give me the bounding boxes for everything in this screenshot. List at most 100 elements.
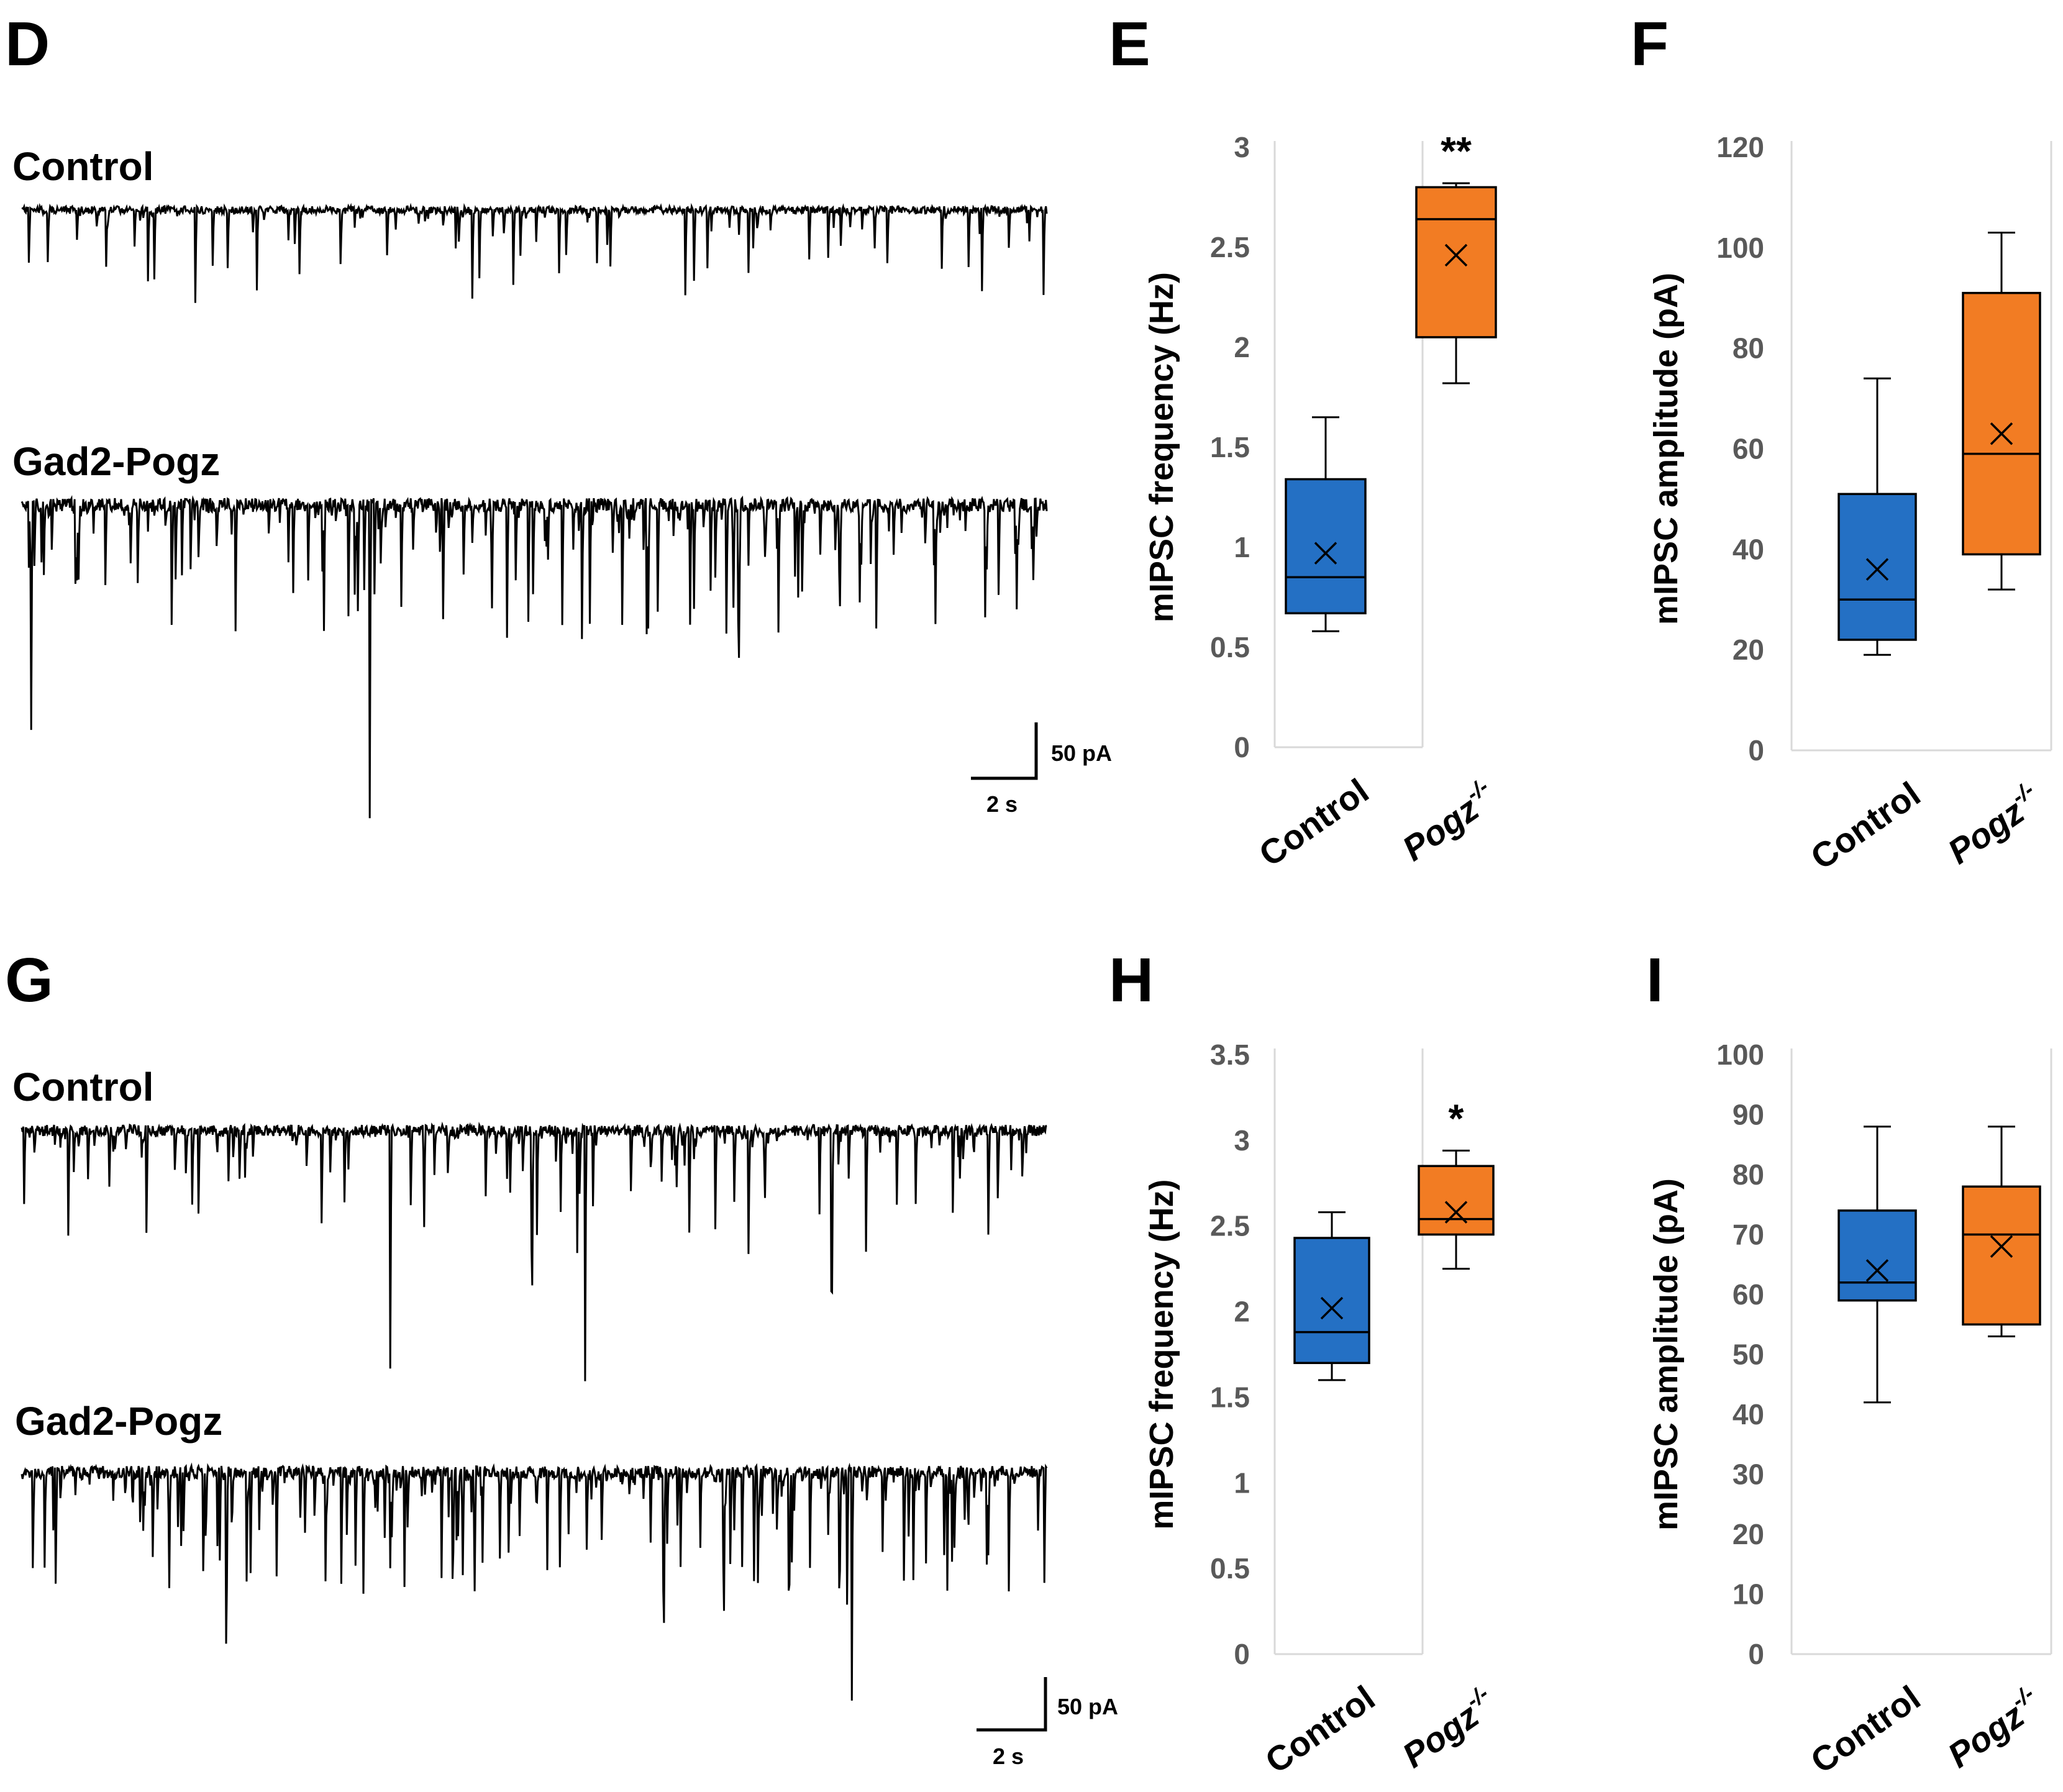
y-tick-label-f: 80: [1733, 332, 1764, 365]
y-tick-label-f: 100: [1716, 232, 1764, 264]
y-tick-label-h: 2: [1234, 1296, 1250, 1328]
category-label-h: Pogz-/-: [1393, 1680, 1503, 1775]
box-iqr: [1962, 1185, 2041, 1326]
mean-marker: [1990, 422, 2013, 445]
panel-letter-f: F: [1631, 9, 1669, 79]
y-axis-label-i: mIPSC amplitude (pA): [1647, 1178, 1685, 1530]
chart-f: F 0 20 40 60 80 100 120 mIPSC amplitude (pA) Con…: [1631, 9, 2052, 877]
trace-d-gad2-pogz: [20, 494, 1048, 819]
category-label-h: Control: [1258, 1678, 1382, 1781]
y-tick-label-e: 0.5: [1210, 631, 1250, 663]
chart-e: E 0 0.5 1 1.5 2 2.5 3 mIPSC frequency (Hz) Contr…: [1109, 9, 1503, 874]
category-label-f: Pogz-/-: [1939, 776, 2049, 871]
y-tick-label-i: 100: [1716, 1039, 1764, 1071]
box-iqr: [1415, 186, 1497, 339]
y-tick-label-h: 3: [1234, 1124, 1250, 1157]
scale-bar-d-x-label: 2 s: [986, 791, 1018, 817]
category-label-e: Pogz-/-: [1393, 773, 1503, 868]
y-tick-label-e: 3: [1234, 131, 1250, 163]
significance-marker-h: *: [1449, 1096, 1464, 1140]
trace-g-control: [20, 1121, 1047, 1381]
category-label-i: Pogz-/-: [1939, 1680, 2049, 1775]
box-iqr: [1838, 493, 1917, 641]
trace-label-g-gad2-pogz: Gad2-Pogz: [15, 1399, 222, 1444]
box-h-pogz: [1418, 1149, 1495, 1270]
y-tick-label-e: 0: [1234, 731, 1250, 763]
chart-h: H 0 0.5 1 1.5 2 2.5 3 3.5 mIPSC frequency (Hz) Co…: [1109, 945, 1503, 1781]
y-tick-label-i: 60: [1733, 1278, 1764, 1311]
y-tick-label-f: 120: [1716, 131, 1764, 163]
chart-i: I 0 10 20 30 40 50 60 70 80 90 100 mIPSC amplitude …: [1646, 945, 2052, 1781]
y-tick-label-h: 0: [1234, 1638, 1250, 1670]
mean-marker: [1990, 1235, 2013, 1258]
scale-bar-g-y-label: 50 pA: [1057, 1694, 1118, 1719]
box-f-control: [1838, 377, 1917, 656]
scale-bar-g: 50 pA 2 s: [977, 1677, 1118, 1769]
panel-g: G Control Gad2-Pogz 50 pA 2 s: [5, 945, 1118, 1769]
panel-letter-h: H: [1109, 945, 1154, 1015]
panel-d: D Control Gad2-Pogz 50 pA 2 s: [5, 9, 1112, 819]
mean-marker: [1314, 542, 1337, 565]
y-tick-label-e: 1.5: [1210, 431, 1250, 463]
mean-marker: [1865, 1259, 1889, 1282]
box-i-control: [1838, 1126, 1917, 1404]
y-tick-label-i: 0: [1748, 1638, 1764, 1670]
box-e-pogz: [1415, 182, 1497, 384]
y-tick-label-e: 1: [1234, 531, 1250, 563]
box-i-pogz: [1962, 1126, 2041, 1338]
y-axis-label-f: mIPSC amplitude (pA): [1647, 273, 1685, 625]
box-iqr: [1285, 478, 1367, 615]
panel-letter-g: G: [5, 945, 53, 1015]
panel-letter-e: E: [1109, 9, 1150, 79]
box-f-pogz: [1962, 232, 2041, 591]
significance-marker-e: **: [1441, 129, 1472, 173]
scale-bar-d-y-label: 50 pA: [1051, 740, 1112, 766]
y-tick-label-i: 20: [1733, 1518, 1764, 1550]
box-e-control: [1285, 416, 1367, 632]
trace-label-g-control: Control: [12, 1065, 154, 1109]
scale-bar-g-x-label: 2 s: [993, 1744, 1024, 1769]
trace-g-gad2-pogz: [20, 1462, 1048, 1701]
scale-bar-g-lines: [977, 1677, 1047, 1732]
y-axis-label-h: mIPSC frequency (Hz): [1143, 1179, 1180, 1529]
scale-bar-d-lines: [971, 722, 1038, 780]
y-tick-label-f: 60: [1733, 433, 1764, 465]
y-tick-label-i: 30: [1733, 1458, 1764, 1491]
mean-marker: [1865, 558, 1889, 581]
panel-letter-d: D: [5, 9, 50, 79]
mean-marker: [1320, 1296, 1344, 1320]
y-tick-label-h: 3.5: [1210, 1039, 1250, 1071]
panel-letter-i: I: [1646, 945, 1664, 1015]
y-tick-label-i: 40: [1733, 1398, 1764, 1430]
trace-d-control: [21, 202, 1048, 303]
trace-label-d-control: Control: [12, 144, 154, 189]
category-label-i: Control: [1803, 1678, 1927, 1781]
y-axis-label-e: mIPSC frequency (Hz): [1143, 272, 1180, 622]
y-tick-label-f: 40: [1733, 533, 1764, 565]
y-tick-label-h: 1: [1234, 1467, 1250, 1499]
y-tick-label-h: 1.5: [1210, 1381, 1250, 1413]
box-iqr: [1293, 1237, 1370, 1365]
category-label-f: Control: [1803, 774, 1927, 877]
mean-marker: [1444, 1201, 1468, 1224]
y-tick-label-i: 90: [1733, 1099, 1764, 1131]
mean-marker: [1444, 243, 1468, 267]
y-tick-label-h: 0.5: [1210, 1552, 1250, 1585]
box-iqr: [1418, 1165, 1495, 1236]
box-h-control: [1293, 1211, 1370, 1381]
trace-label-d-gad2-pogz: Gad2-Pogz: [12, 439, 220, 484]
y-tick-label-i: 10: [1733, 1578, 1764, 1611]
category-label-e: Control: [1252, 771, 1375, 874]
y-tick-label-h: 2.5: [1210, 1210, 1250, 1242]
y-tick-label-i: 50: [1733, 1339, 1764, 1371]
y-tick-label-f: 20: [1733, 634, 1764, 666]
y-tick-label-i: 70: [1733, 1219, 1764, 1251]
box-iqr: [1962, 291, 2041, 556]
y-tick-label-f: 0: [1748, 734, 1764, 766]
y-tick-label-e: 2.5: [1210, 231, 1250, 263]
y-tick-label-e: 2: [1234, 331, 1250, 363]
y-tick-label-i: 80: [1733, 1158, 1764, 1191]
scale-bar-d: 50 pA 2 s: [971, 722, 1112, 817]
box-iqr: [1838, 1209, 1917, 1302]
